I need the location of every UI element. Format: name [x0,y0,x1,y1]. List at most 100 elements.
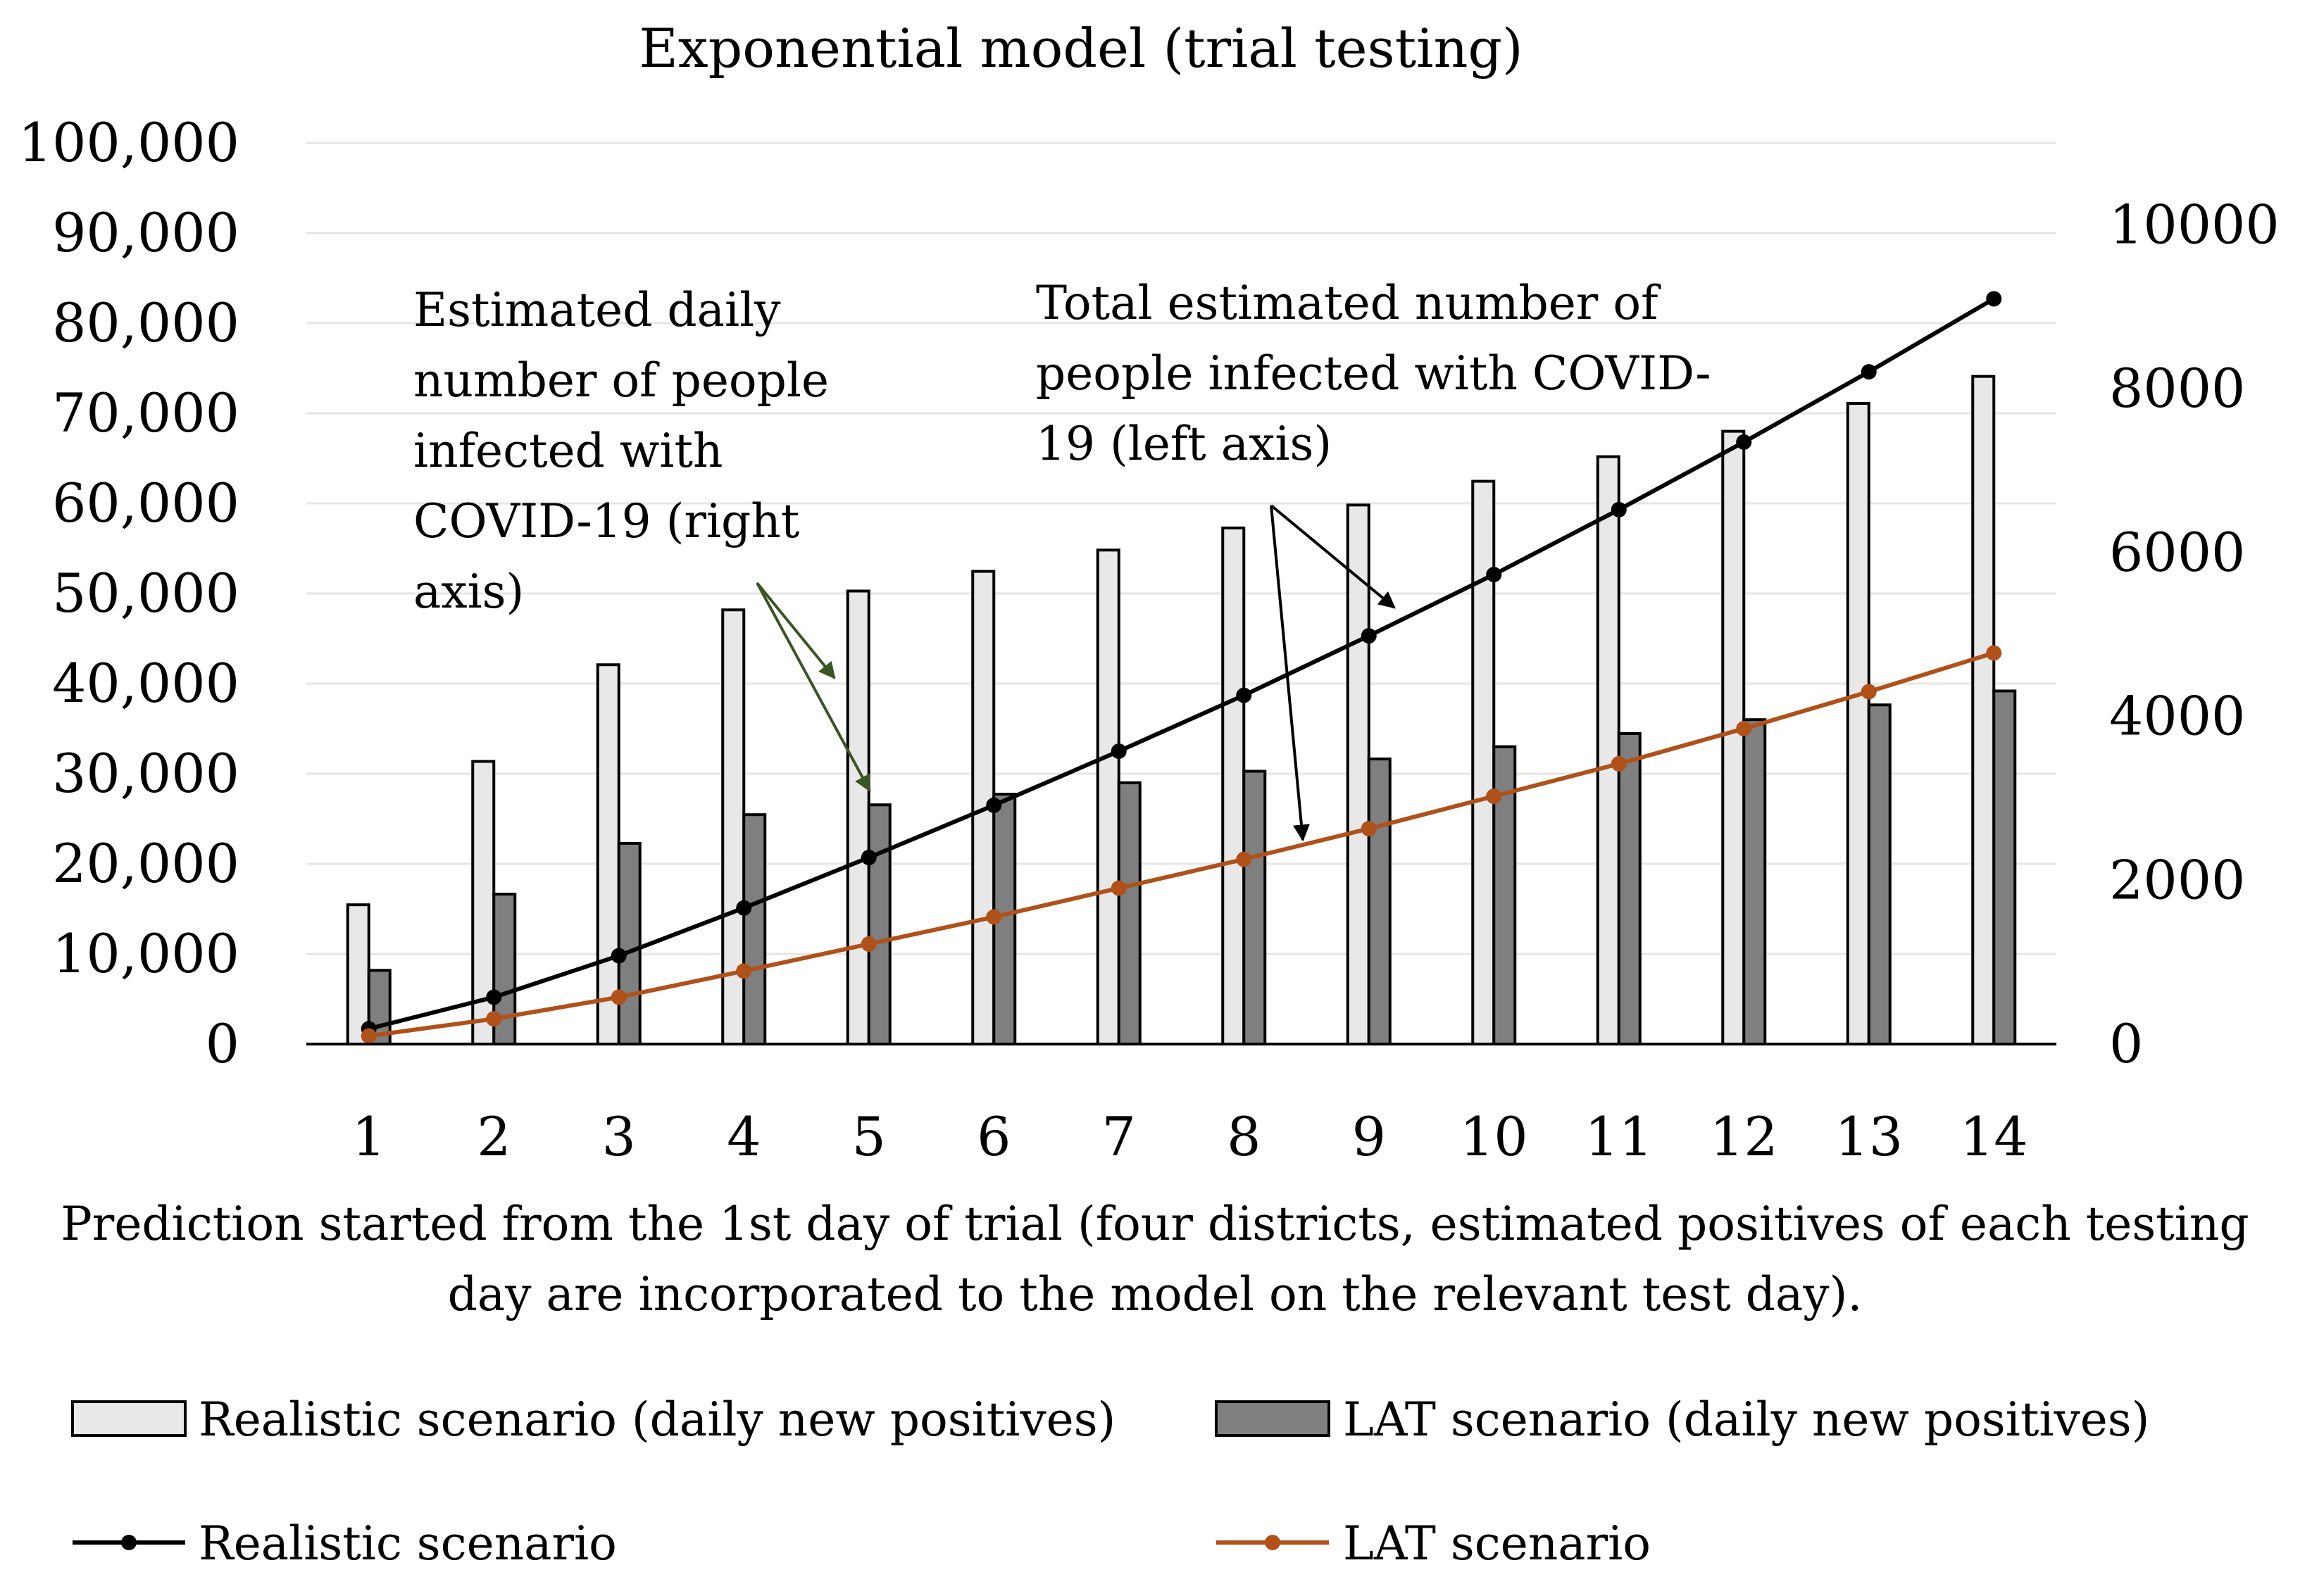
right-axis-tick-label: 8000 [2109,357,2245,420]
x-axis-tick-label: 10 [1460,1105,1528,1168]
left-axis-tick-label: 30,000 [52,742,239,805]
bar-lat-daily [1117,781,1142,1046]
bar-realistic-daily [846,589,870,1045]
left-axis-tick-label: 20,000 [52,832,239,895]
left-axis-tick-label: 50,000 [52,562,239,624]
x-axis-tick-label: 2 [477,1105,511,1168]
x-axis-label-line-2: day are incorporated to the model on the… [448,1267,1863,1321]
x-axis-tick-label: 7 [1102,1105,1136,1168]
x-axis-tick-label: 4 [727,1105,761,1168]
point-lat [1611,755,1627,772]
bar-realistic-daily [1971,375,1996,1045]
left-axis-tick-label: 0 [206,1012,239,1075]
point-lat [736,963,752,979]
bar-realistic-daily [1721,429,1746,1045]
bar-lat-daily [1742,718,1767,1045]
point-realistic [986,797,1002,813]
annotation-daily-line-1: Estimated daily [413,283,781,337]
legend-label-realistic-line: Realistic scenario [199,1516,617,1571]
x-axis-tick-label: 13 [1835,1105,1903,1168]
legend-item-realistic-bars[interactable]: Realistic scenario (daily new positives) [71,1393,1116,1447]
bar-lat-daily [1367,758,1392,1046]
x-axis-tick-label: 11 [1585,1105,1653,1168]
point-realistic [1736,434,1752,450]
bar-realistic-daily [721,608,746,1045]
point-realistic [1611,501,1627,517]
legend-label-realistic-bars: Realistic scenario (daily new positives) [199,1393,1116,1447]
x-axis-tick-label: 3 [602,1105,636,1168]
x-axis-tick-label: 9 [1352,1105,1386,1168]
bar-realistic-daily [1846,402,1870,1045]
legend-item-lat-bars[interactable]: LAT scenario (daily new positives) [1215,1393,2149,1447]
annotation-total-arrow-2 [1270,505,1310,842]
point-realistic [1861,364,1877,380]
right-axis-tick-label: 0 [2109,1012,2143,1075]
x-axis-tick-label: 6 [977,1105,1011,1168]
point-lat [1736,721,1752,736]
legend-item-lat-line[interactable]: LAT scenario [1216,1516,1651,1571]
legend-marker-lat-line [1265,1535,1280,1550]
point-lat [361,1028,377,1044]
annotation-total: Total estimated number of people infecte… [1036,276,1711,842]
point-lat [1861,684,1877,700]
legend-marker-realistic-line [121,1535,137,1550]
legend-item-realistic-line[interactable]: Realistic scenario [73,1516,617,1571]
legend: Realistic scenario (daily new positives)… [71,1393,2149,1571]
right-axis-tick-label: 2000 [2109,848,2245,911]
point-lat [486,1011,502,1027]
point-lat [611,989,627,1005]
left-axis-ticks: 0 10,000 20,000 30,000 40,000 50,000 60,000 70,… [18,111,239,1075]
annotation-total-line-2: people infected with COVID- [1036,346,1711,401]
point-realistic [861,850,877,866]
right-axis-tick-label: 6000 [2109,521,2245,584]
bar-realistic-daily [1346,503,1370,1045]
bar-realistic-daily [1471,479,1496,1045]
point-realistic [1486,567,1502,583]
line-lat [368,651,1995,1038]
bar-lat-daily [1242,769,1267,1045]
annotation-total-arrow-1 [1270,504,1396,609]
x-axis-label-line-1: Prediction started from the 1st day of t… [61,1197,2249,1251]
x-axis-tick-label: 8 [1227,1105,1261,1168]
point-realistic [486,989,502,1005]
bar-lat-daily [1867,703,1892,1045]
left-axis-tick-label: 70,000 [52,382,239,444]
annotation-daily-arrow-2 [756,582,871,793]
chart-title: Exponential model (trial testing) [639,17,1523,80]
left-axis-tick-label: 40,000 [52,652,239,715]
right-axis-tick-label: 4000 [2109,685,2245,748]
annotation-daily-line-2: number of people [413,353,829,408]
bar-realistic-daily [1221,526,1246,1045]
bar-realistic-daily [1596,455,1620,1045]
point-lat [1361,821,1377,837]
point-lat [861,936,877,952]
left-axis-tick-label: 80,000 [52,291,239,354]
bar-lat-daily [1992,689,2017,1045]
point-lat [986,909,1002,925]
right-axis-ticks: 0 2000 4000 6000 8000 10000 [2109,193,2280,1075]
point-lat [1236,851,1252,867]
left-axis-tick-label: 60,000 [52,472,239,534]
annotation-daily-line-4: COVID-19 (right [413,494,799,548]
bar-realistic-daily [471,760,496,1045]
bar-realistic-daily [1096,548,1120,1045]
bar-lat-daily [1617,731,1642,1045]
point-lat [1486,788,1502,804]
bar-lat-daily [867,803,892,1045]
bar-lat-daily [617,841,642,1045]
point-realistic [1361,628,1377,644]
x-axis-tick-label: 1 [352,1105,386,1168]
point-lat [1986,645,2002,661]
line-series [361,291,2002,1044]
annotation-daily: Estimated daily number of people infecte… [413,283,871,793]
annotation-daily-arrow-1 [756,582,836,679]
x-axis-ticks: 1 2 3 4 5 6 7 8 9 10 11 12 13 14 [352,1105,2028,1168]
annotation-total-line-3: 19 (left axis) [1036,417,1332,471]
x-axis-tick-label: 5 [852,1105,886,1168]
point-realistic [736,900,752,916]
legend-swatch-lat-bars [1215,1400,1330,1437]
line-realistic [368,296,1995,1031]
x-axis-tick-label: 14 [1960,1105,2028,1168]
bar-lat-daily [742,813,767,1045]
legend-swatch-realistic-bars [71,1400,187,1437]
